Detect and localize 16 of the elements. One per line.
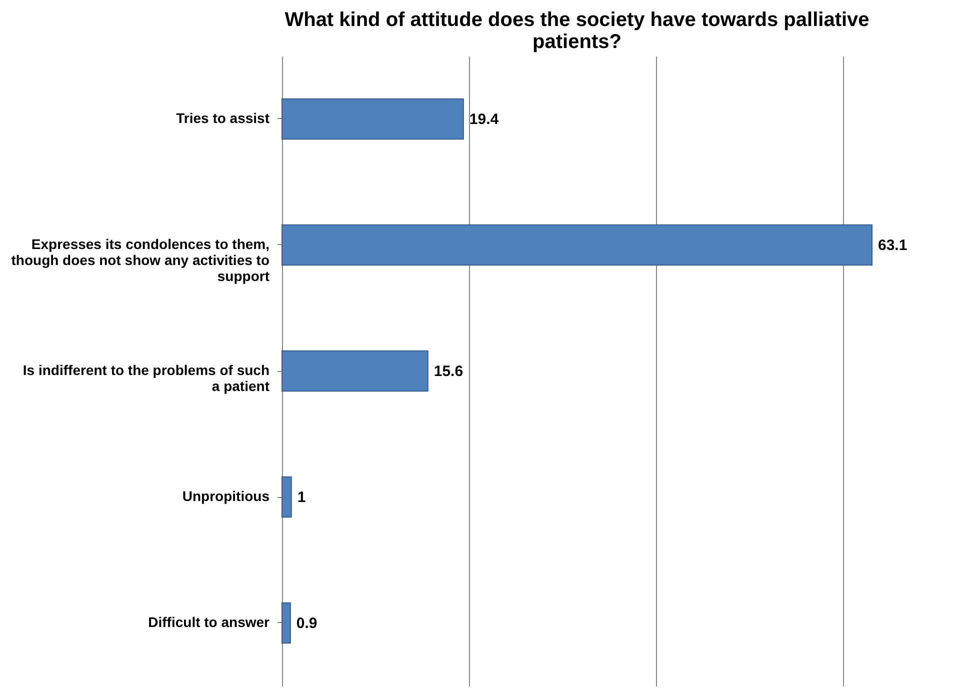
y-tick-label: Tries to assist [176,110,270,126]
data-label: 1 [297,489,306,506]
y-tick-label: Difficult to answer [148,614,270,630]
y-tick-label: Unpropitious [182,488,270,504]
chart-title: What kind of attitude does the society have towards palliative patients? [284,9,870,53]
data-label: 19.4 [469,111,500,128]
data-label: 0.9 [296,615,318,632]
bar [282,476,292,518]
bar [282,224,872,266]
y-tick-label: Is indifferent to the problems of such a patient [22,362,270,394]
data-label: 15.6 [434,363,464,380]
y-tick-label: Expresses its condolences to them, though does not show any activities to support [11,236,270,284]
bar [282,350,428,392]
data-label: 63.1 [878,237,908,254]
bar [282,602,291,644]
bar [282,98,464,140]
